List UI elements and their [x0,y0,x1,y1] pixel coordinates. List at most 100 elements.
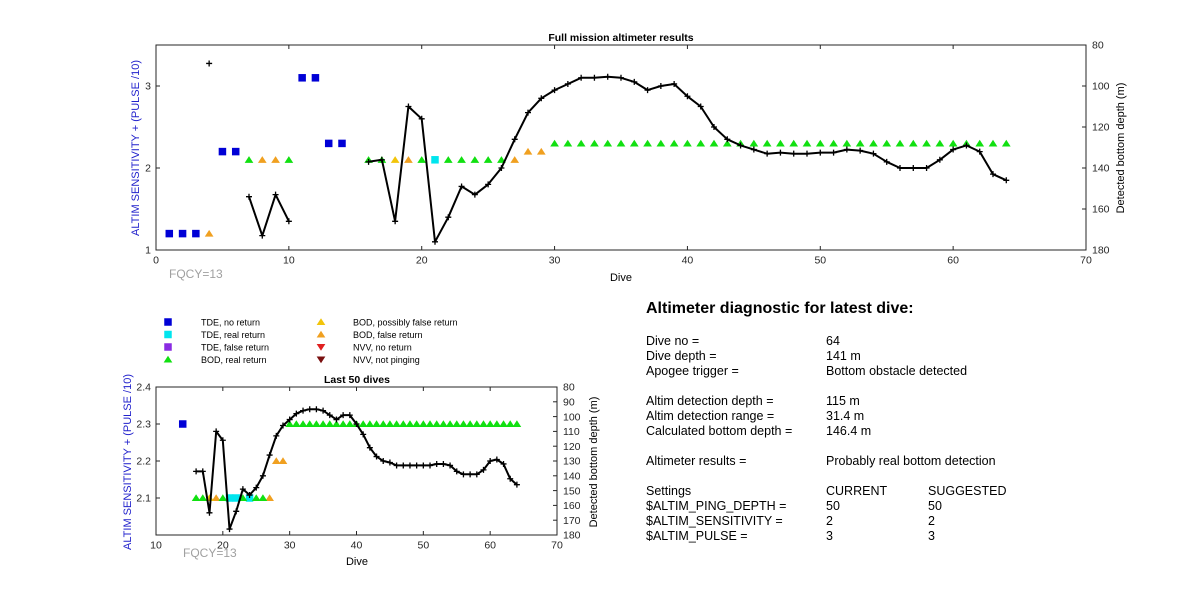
diag-row-pulse: $ALTIM_PULSE = 3 3 [646,529,1166,544]
inset-bod-real-marker [452,420,462,428]
inset-bod-real-marker [298,420,308,428]
main-bod-real-marker [709,139,719,147]
main-bod-real-marker [1001,139,1011,147]
main-tde-no-marker [165,229,174,238]
main-depth-point [963,142,970,149]
inset-depth-point [246,492,253,499]
main-depth-point [259,232,266,239]
inset-bod-real-marker [285,420,295,428]
inset-y-tick-label: 2.4 [136,382,151,394]
inset-depth-point [373,453,380,460]
pulse-suggested: 3 [928,529,935,543]
legend-bod-possibly-label: BOD, possibly false return [353,318,458,328]
main-y2-tick-label: 180 [1092,245,1110,257]
inset-depth-point [427,462,434,469]
main-bod-real-marker [842,139,852,147]
diag-row-sensitivity: $ALTIM_SENSITIVITY = 2 2 [646,514,1166,529]
inset-depth-point [259,472,266,479]
legend-tde-false-marker [164,343,172,351]
main-bod-false-marker [257,156,267,163]
inset-depth-point [306,406,313,413]
legend-bod-false-marker [316,330,326,338]
detection-range-value: 31.4 m [826,409,865,423]
legend-nvv-not-marker [316,356,326,364]
inset-depth-point [433,460,440,467]
inset-depth-point [326,412,333,419]
main-depth-point [830,149,837,156]
main-depth-point [525,109,531,116]
main-depth-point [285,218,292,225]
legend-tde-real-marker [164,330,172,339]
legend-nvv-no-marker [316,343,326,351]
inset-depth-point [266,452,273,459]
main-x-tick-label: 60 [947,255,959,267]
inset-depth-point [286,416,293,423]
main-tde-no-marker [218,147,227,156]
legend-tde-no-marker [164,318,172,326]
diag-row-dive-no: Dive no = 64 [646,334,1166,349]
main-bod-real-marker [988,139,998,147]
inset-bod-real-marker [472,420,482,428]
inset-tde-real-marker [232,494,240,502]
main-depth-line [248,193,290,237]
inset-depth-point [440,460,447,467]
main-bod-real-marker [669,139,679,147]
main-depth-point [551,87,558,94]
inset-x-tick-label: 60 [484,540,496,552]
main-depth-point [671,80,678,87]
inset-bod-real-marker [218,494,228,502]
inset-x-tick-label: 30 [284,540,296,552]
main-depth-point [990,171,996,178]
inset-depth-point [346,412,353,419]
main-depth-point [378,156,385,163]
ping-depth-suggested: 50 [928,499,942,513]
sensitivity-label: $ALTIM_SENSITIVITY = [646,514,783,528]
main-bod-real-marker [603,139,613,147]
main-tde-no-marker [231,147,240,156]
inset-depth-point [453,468,460,475]
main-bod-real-marker [908,139,918,147]
inset-depth-point [313,406,320,413]
main-depth-point [644,87,651,94]
inset-y-tick-label: 2.1 [136,493,151,505]
inset-bod-real-marker [459,420,468,428]
inset-bod-real-marker [425,420,435,428]
main-bod-real-marker [722,139,732,147]
main-depth-point [923,165,930,171]
main-bod-false-marker [523,147,533,155]
inset-depth-point [353,421,360,427]
main-depth-point [405,103,412,110]
inset-depth-point [413,462,420,469]
inset-bod-real-marker [485,420,495,428]
settings-label: Settings [646,484,692,498]
main-bod-real-marker [802,139,812,147]
inset-depth-point [366,444,373,451]
main-depth-point [804,150,810,157]
inset-bod-real-marker [292,420,301,428]
main-bod-real-marker [563,139,573,147]
main-bod-false-marker [271,156,280,163]
inset-depth-line [196,408,518,531]
main-tde-no-marker [192,229,200,238]
inset-depth-point [487,458,494,464]
main-bod-real-marker [948,139,958,147]
inset-depth-point [233,508,240,515]
main-bod-real-marker [789,139,799,147]
main-bod-real-marker [483,156,493,163]
dive-depth-value: 141 m [826,349,861,363]
inset-bod-real-marker [492,420,502,428]
main-bod-real-marker [855,139,865,147]
ping-depth-label: $ALTIM_PING_DEPTH = [646,499,787,513]
legend-bod-real-label: BOD, real return [201,355,267,365]
main-depth-point [843,146,850,153]
main-bod-false-marker [204,229,214,237]
inset-bod-real-marker [499,420,508,428]
inset-depth-point [193,468,200,475]
main-depth-point [538,95,545,102]
inset-depth-point [219,437,226,444]
main-y2-tick-label: 140 [1092,163,1110,175]
main-bod-real-marker [749,139,759,147]
inset-bod-real-marker [445,420,455,428]
main-tde-no-marker [298,74,306,82]
main-depth-point [657,83,664,89]
